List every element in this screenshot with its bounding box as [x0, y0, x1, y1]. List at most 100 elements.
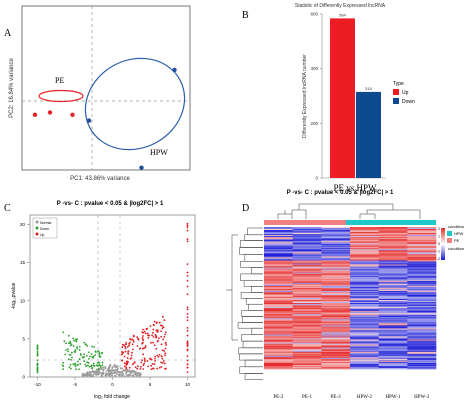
heatmap-cell: [378, 326, 408, 328]
row-dendrogram-branch: [241, 310, 263, 317]
volcano-point-up: [129, 357, 132, 360]
heatmap-cell: [292, 315, 322, 317]
volcano-point-down: [74, 349, 77, 352]
volcano-point-normal: [96, 371, 99, 374]
volcano-point-up: [144, 345, 147, 347]
volcano-point-down: [82, 356, 85, 359]
heatmap-cell: [378, 227, 408, 229]
heatmap-cell: [292, 268, 322, 270]
volcano-point-normal: [107, 371, 110, 373]
heatmap-cell: [292, 365, 322, 368]
heatmap-cell: [321, 293, 351, 296]
heatmap-cell: [407, 321, 437, 323]
heatmap-cell: [378, 355, 408, 358]
heatmap-cell: [407, 313, 437, 315]
row-dendrogram-branch: [239, 366, 263, 374]
heatmap-cell: [264, 227, 293, 229]
heatmap-cell: [378, 275, 408, 277]
heatmap-cell: [350, 353, 379, 356]
heatmap-cell: [292, 252, 322, 254]
heatmap-cell: [321, 288, 351, 291]
heatmap-cell: [264, 281, 293, 284]
heatmap-cell: [264, 236, 293, 238]
heatmap-cell: [292, 260, 322, 262]
heatmap-cell: [321, 289, 351, 292]
volcano-point-up: [143, 360, 146, 363]
heatmap-cell: [350, 323, 379, 325]
heatmap-cell: [350, 249, 379, 251]
heatmap-cell: [264, 234, 293, 236]
heatmap-cell: [292, 348, 322, 351]
volcano-point-up: [120, 353, 123, 356]
volcano-legend-up: Up: [40, 233, 45, 237]
heatmap-cell: [321, 311, 351, 313]
heatmap-cell: [321, 238, 351, 240]
heatmap-cell: [378, 327, 408, 329]
volcano-point-up: [128, 344, 131, 347]
heatmap-cell: [264, 255, 293, 257]
volcano-point-up: [153, 344, 156, 347]
volcano-point-normal: [127, 373, 130, 376]
heatmap-cell: [264, 334, 293, 336]
heatmap-cell: [350, 363, 379, 366]
volcano-point-normal: [125, 372, 127, 375]
heatmap-cell: [321, 269, 351, 271]
volcano-point-up: [152, 341, 154, 344]
heatmap-cell: [407, 332, 437, 334]
heatmap-cell: [264, 275, 293, 277]
volcano-point-down: [76, 347, 79, 350]
heatmap-cell: [321, 236, 351, 238]
heatmap-cell: [321, 299, 351, 301]
heatmap-cell: [292, 240, 322, 242]
heatmap-cell: [321, 249, 351, 251]
volcano-point-normal: [92, 373, 95, 376]
volcano-point-up: [163, 362, 166, 365]
heatmap-cell: [378, 360, 408, 363]
heatmap-cell: [321, 339, 351, 341]
heatmap-cell: [378, 254, 408, 256]
heatmap-cell: [350, 350, 379, 353]
heatmap-cell: [264, 360, 293, 363]
heatmap-cell: [407, 282, 437, 285]
heatmap-cell: [350, 291, 379, 294]
heatmap-cell: [407, 261, 437, 263]
volcano-points: [36, 222, 189, 378]
heatmap-cell: [321, 234, 351, 236]
heatmap-cell: [292, 325, 322, 327]
heatmap-cell: [292, 256, 322, 258]
heatmap-cell: [264, 335, 293, 337]
heatmap-cell: [350, 288, 379, 291]
heatmap-cell: [350, 264, 379, 266]
heatmap-cell: [321, 295, 351, 298]
volcano-point-up: [165, 344, 168, 346]
heatmap-cell: [292, 237, 322, 239]
heatmap-cell: [264, 352, 293, 355]
heatmap-cell: [407, 240, 437, 242]
heatmap-cell: [264, 277, 293, 280]
heatmap-cell: [292, 361, 322, 364]
heatmap-cell: [407, 269, 437, 271]
volcano-point-up: [125, 360, 128, 363]
volcano-ylabel: -log₁₀pvalue: [11, 282, 17, 309]
heatmap-cell: [350, 339, 379, 341]
heat-legend-hpw: HPW: [454, 231, 464, 236]
heatmap-cell: [292, 327, 322, 329]
heatmap-cell: [264, 349, 293, 352]
heatmap-cell: [321, 355, 351, 358]
heatmap-cell: [292, 340, 322, 342]
heatmap-cell: [264, 324, 293, 326]
heatmap-cell: [292, 293, 322, 296]
heatmap-cell: [292, 259, 322, 261]
volcano-point-up: [164, 341, 167, 344]
heatmap-cell: [407, 257, 437, 259]
heatmap-cell: [292, 354, 322, 357]
heat-color-scale: [441, 228, 445, 260]
heatmap-cell: [264, 318, 293, 320]
heatmap-cell: [264, 296, 293, 299]
heatmap-cell: [350, 283, 379, 286]
volcano-point-normal: [91, 375, 94, 378]
heatmap-cell: [264, 278, 293, 281]
heatmap-cell: [350, 281, 379, 284]
heatmap-cell: [378, 353, 408, 356]
volcano-point-normal: [105, 370, 108, 372]
